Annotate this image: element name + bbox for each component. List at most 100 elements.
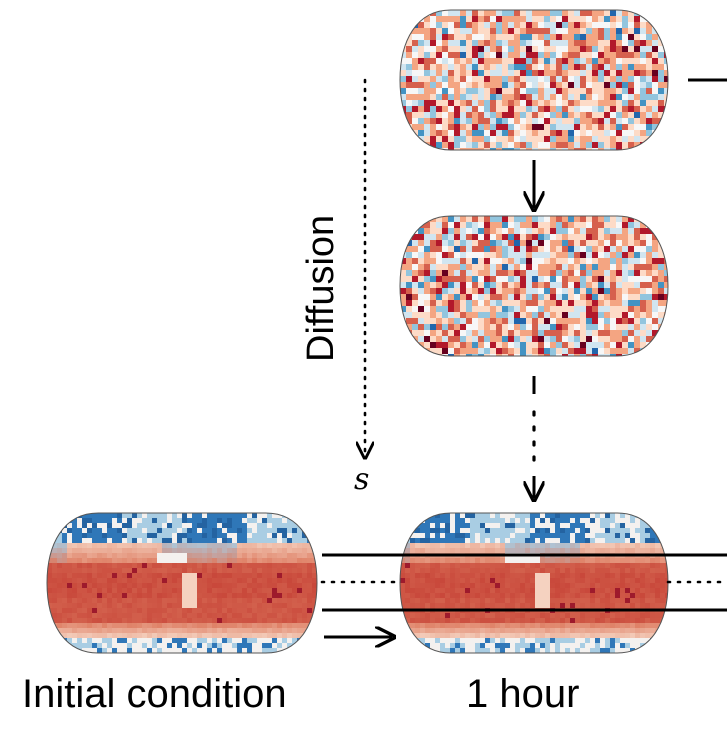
field-cell	[137, 623, 143, 629]
field-cell	[202, 623, 208, 629]
noise-cell	[586, 234, 593, 241]
field-cell	[580, 583, 586, 589]
noise-cell	[664, 336, 668, 343]
field-cell	[117, 568, 123, 574]
field-cell	[480, 568, 486, 574]
noise-cell	[562, 246, 569, 253]
noise-cell	[544, 354, 551, 356]
field-cell	[107, 548, 113, 554]
field-cell	[72, 608, 78, 614]
noise-cell	[538, 240, 545, 247]
field-cell	[142, 588, 148, 594]
noise-cell	[592, 118, 599, 125]
noise-cell	[442, 336, 449, 343]
noise-cell	[610, 258, 617, 265]
field-cell	[302, 648, 308, 653]
noise-cell	[544, 324, 551, 331]
field-cell	[485, 573, 491, 579]
field-cell	[650, 628, 656, 634]
noise-cell	[520, 270, 527, 277]
noise-cell	[460, 306, 467, 313]
noise-cell	[406, 64, 413, 71]
field-cell	[287, 558, 293, 564]
field-cell	[535, 623, 541, 629]
field-cell	[530, 513, 536, 519]
field-cell	[207, 533, 213, 539]
field-cell	[192, 633, 198, 639]
field-cell	[540, 623, 546, 629]
noise-cell	[472, 312, 479, 319]
field-cell	[162, 568, 168, 574]
field-cell	[590, 583, 596, 589]
noise-cell	[646, 318, 653, 325]
field-cell	[277, 553, 283, 559]
field-cell	[247, 573, 253, 579]
noise-cell	[442, 106, 449, 113]
noise-cell	[454, 28, 461, 35]
noise-cell	[556, 112, 563, 119]
noise-cell	[442, 276, 449, 283]
field-cell	[515, 523, 521, 529]
field-cell	[600, 538, 606, 544]
noise-cell	[610, 142, 617, 149]
noise-cell	[586, 10, 593, 17]
field-cell	[247, 513, 253, 519]
noise-cell	[520, 148, 527, 150]
noise-cell	[532, 306, 539, 313]
field-cell	[102, 528, 108, 534]
field-cell	[237, 573, 243, 579]
noise-cell	[412, 148, 419, 150]
field-cell	[262, 633, 268, 639]
field-cell	[192, 538, 198, 544]
noise-cell	[604, 118, 611, 125]
noise-cell	[634, 234, 641, 241]
noise-cell	[490, 270, 497, 277]
noise-cell	[412, 52, 419, 59]
noise-cell	[628, 246, 635, 253]
noise-cell	[466, 294, 473, 301]
field-cell	[252, 553, 258, 559]
noise-cell	[442, 124, 449, 131]
field-cell	[217, 523, 223, 529]
field-cell	[455, 628, 461, 634]
noise-cell	[634, 142, 641, 149]
field-cell	[615, 548, 621, 554]
field-cell	[167, 518, 173, 524]
field-cell	[192, 573, 198, 579]
noise-cell	[604, 106, 611, 113]
noise-cell	[496, 348, 503, 355]
field-cell	[570, 528, 576, 534]
noise-cell	[490, 264, 497, 271]
field-cell	[302, 563, 308, 569]
noise-cell	[502, 34, 509, 41]
field-cell	[425, 523, 431, 529]
field-cell	[257, 598, 263, 604]
noise-cell	[598, 28, 605, 35]
field-cell	[595, 513, 601, 519]
field-cell	[505, 578, 511, 584]
field-cell	[570, 598, 576, 604]
noise-cell	[478, 58, 485, 65]
field-cell	[267, 638, 273, 644]
field-cell	[445, 583, 451, 589]
noise-cell	[520, 70, 527, 77]
noise-cell	[658, 10, 665, 17]
noise-cell	[526, 124, 533, 131]
field-cell	[570, 543, 576, 549]
field-cell	[277, 518, 283, 524]
noise-cell	[454, 354, 461, 356]
noise-cell	[562, 136, 569, 143]
noise-cell	[616, 216, 623, 223]
noise-cell	[430, 294, 437, 301]
field-cell	[540, 523, 546, 529]
noise-cell	[556, 330, 563, 337]
noise-cell	[514, 294, 521, 301]
field-cell	[262, 583, 268, 589]
noise-cell	[478, 318, 485, 325]
field-cell	[455, 578, 461, 584]
field-cell	[450, 633, 456, 639]
noise-cell	[616, 264, 623, 271]
noise-cell	[448, 270, 455, 277]
noise-cell	[514, 234, 521, 241]
field-cell	[267, 643, 273, 649]
